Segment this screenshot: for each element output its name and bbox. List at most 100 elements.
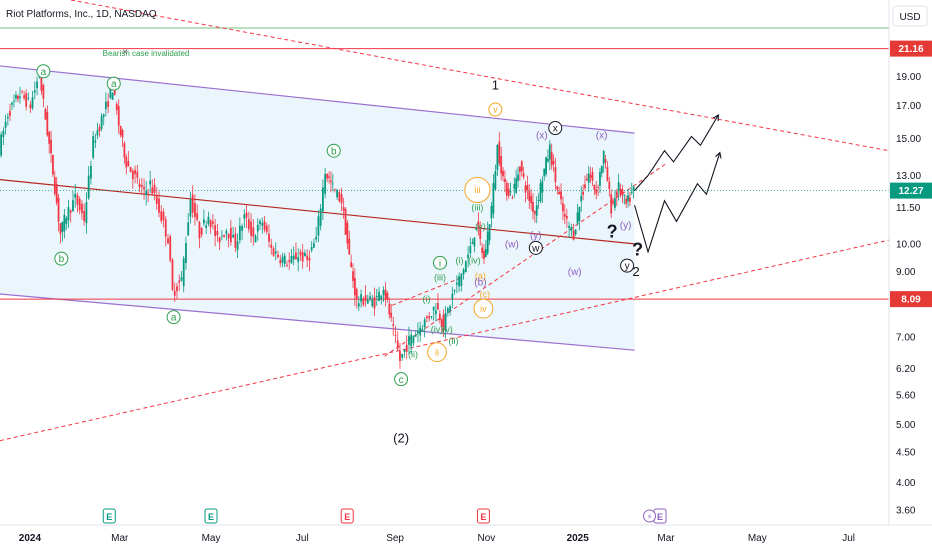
- candle-body: [286, 265, 288, 266]
- candle-body: [505, 182, 508, 196]
- time-tick-label: Nov: [478, 533, 496, 544]
- projection-arrowhead: [712, 114, 719, 122]
- wave-label-circle: [488, 102, 503, 117]
- candle-body: [477, 221, 480, 227]
- trendline-1: [384, 163, 667, 357]
- candle-body: [53, 177, 56, 194]
- candle-body: [380, 295, 383, 300]
- candle-body: [543, 168, 546, 177]
- candle-body: [451, 293, 454, 300]
- candle-body: [619, 188, 622, 196]
- price-badge-0: [890, 40, 932, 57]
- candle-body: [25, 93, 28, 107]
- line-layer: [0, 0, 890, 442]
- candle-body: [556, 186, 559, 190]
- candle-body: [608, 181, 611, 189]
- candle-body: [627, 195, 629, 202]
- candle-body: [522, 173, 525, 177]
- candle-body: [15, 94, 17, 99]
- wave-label: ii: [435, 347, 439, 357]
- earnings-badge-2: [340, 508, 354, 524]
- candle-body: [9, 110, 11, 117]
- candle-body: [270, 244, 273, 248]
- candle-body: [426, 316, 428, 319]
- candle-body: [328, 176, 330, 178]
- candle-body: [111, 93, 114, 100]
- candle-body: [353, 277, 356, 296]
- bearish-note: Bearish case invalidated: [103, 49, 190, 58]
- candle-body: [331, 183, 334, 185]
- candle-body: [17, 95, 19, 100]
- candle-body: [21, 90, 23, 92]
- candle-body: [455, 282, 458, 285]
- candle-body: [558, 191, 561, 195]
- candle-body: [187, 222, 190, 236]
- candle-body: [352, 271, 354, 281]
- candle-body: [194, 203, 196, 218]
- price-badge-layer: 21.16 12.27 8.09: [890, 40, 932, 308]
- candle-body: [382, 289, 385, 296]
- candle-body: [129, 166, 132, 173]
- candle-body: [421, 329, 424, 332]
- candle-body: [69, 210, 72, 213]
- wave-label-circle: [54, 251, 69, 266]
- candle-body: [552, 160, 555, 165]
- lightning-icon: ⚡: [647, 513, 653, 522]
- candle-body: [259, 221, 261, 225]
- candle-body: [254, 236, 257, 243]
- price-badge-label: 12.27: [898, 186, 923, 197]
- wave-label-circle: [427, 342, 447, 363]
- price-tick-label: 7.00: [896, 332, 916, 343]
- candle-body: [537, 200, 540, 201]
- candle-body: [545, 157, 547, 175]
- time-tick-label: May: [202, 533, 221, 544]
- wave-label: (i): [423, 294, 431, 304]
- currency-label: USD: [899, 12, 920, 23]
- trendline-3: [391, 276, 463, 306]
- time-tick-label: Mar: [657, 533, 675, 544]
- wave-label-circle: [620, 258, 635, 273]
- candle-body: [524, 185, 527, 193]
- candle-body: [410, 334, 413, 347]
- candle-body: [42, 84, 45, 99]
- currency-button[interactable]: [892, 5, 928, 27]
- price-tick-label: 5.00: [896, 420, 916, 431]
- candle-body: [589, 175, 592, 178]
- candle-body: [357, 303, 360, 307]
- candle-body: [225, 230, 228, 234]
- candle-body: [628, 197, 631, 202]
- candle-body: [401, 353, 404, 358]
- candle-body: [632, 186, 635, 191]
- candle-body: [460, 273, 463, 287]
- earnings-badge-0: [102, 508, 116, 524]
- candle-body: [541, 181, 544, 193]
- projection-arrowhead: [715, 151, 722, 159]
- price-tick-label: 10.00: [896, 239, 921, 250]
- candle-body: [167, 238, 169, 244]
- candle-body: [33, 90, 36, 93]
- candle-body: [61, 221, 64, 232]
- price-badge-2: [890, 291, 932, 308]
- candle-body: [191, 194, 194, 213]
- time-tick-label: May: [748, 533, 767, 544]
- candle-body: [315, 236, 318, 240]
- candle-body: [304, 252, 306, 257]
- price-tick-label: 4.50: [896, 447, 916, 458]
- candle-body: [6, 116, 9, 119]
- candle-body: [245, 212, 248, 218]
- candle-body: [621, 189, 624, 195]
- candle-body: [310, 247, 313, 251]
- channel-layer: [0, 65, 635, 351]
- candle-body: [388, 303, 391, 315]
- wave-label: (ii): [408, 349, 418, 359]
- wave-label: y: [625, 261, 630, 272]
- candle-body: [458, 276, 460, 287]
- candle-body: [178, 280, 181, 283]
- wave-label-circle: [394, 372, 409, 387]
- candle-body: [511, 197, 514, 199]
- price-tick-label: 5.60: [896, 390, 916, 401]
- price-tick-label: 19.00: [896, 72, 921, 83]
- candle-body: [319, 208, 322, 226]
- candle-body: [63, 214, 66, 232]
